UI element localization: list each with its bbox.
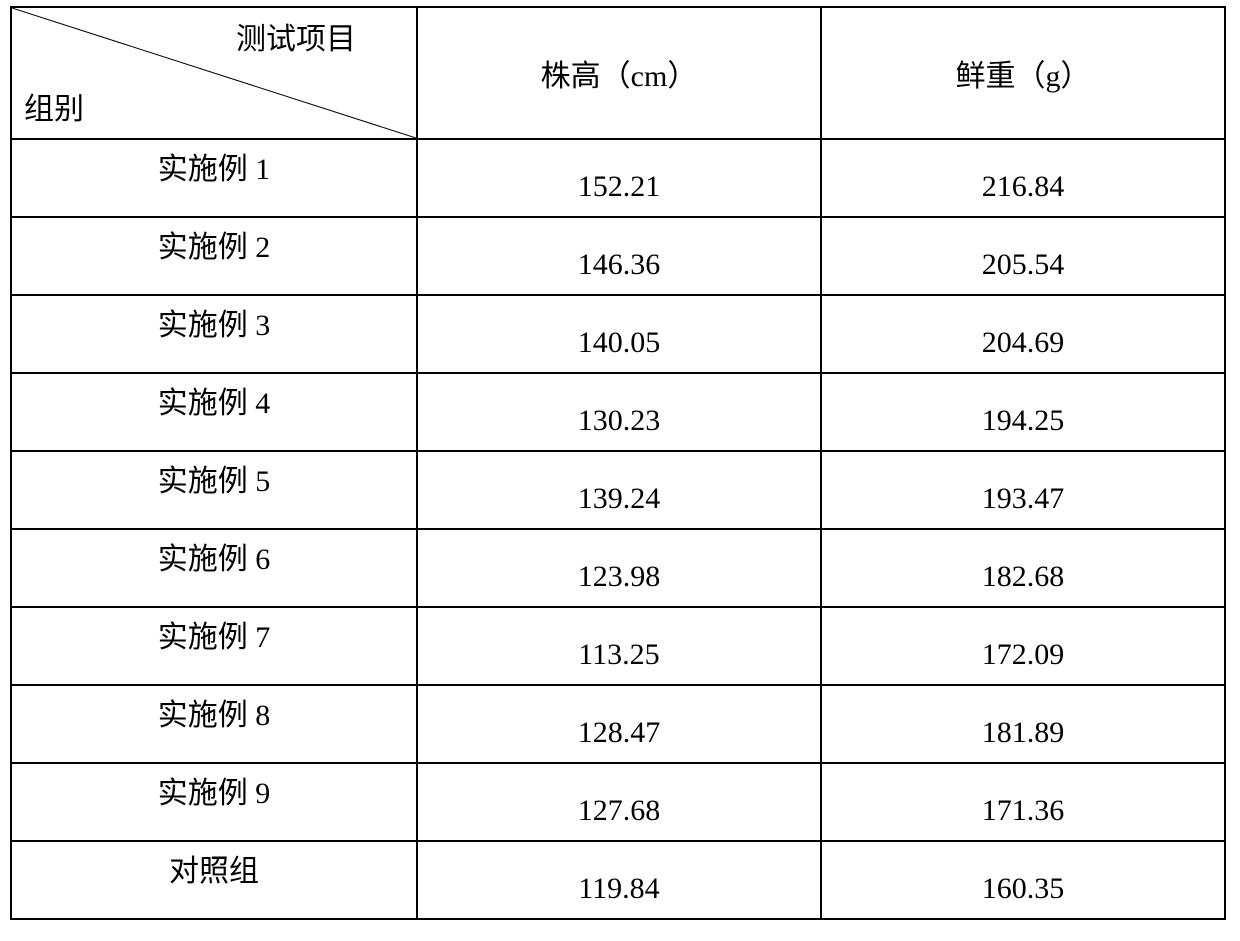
table-header-row: 测试项目 组别 株高（cm） 鲜重（g） [11, 7, 1225, 139]
table-row: 实施例 9 127.68 171.36 [11, 763, 1225, 841]
page: 测试项目 组别 株高（cm） 鲜重（g） 实施例 1 152.21 216.84… [0, 0, 1240, 941]
diagonal-header-cell: 测试项目 组别 [11, 7, 417, 139]
header-top-label: 测试项目 [236, 14, 356, 58]
value-cell: 194.25 [821, 373, 1225, 451]
value-cell: 181.89 [821, 685, 1225, 763]
value-cell: 139.24 [417, 451, 821, 529]
value-cell: 152.21 [417, 139, 821, 217]
value-cell: 160.35 [821, 841, 1225, 919]
value-cell: 204.69 [821, 295, 1225, 373]
value-cell: 130.23 [417, 373, 821, 451]
value-cell: 182.68 [821, 529, 1225, 607]
group-cell: 实施例 5 [11, 451, 417, 529]
column-header-height: 株高（cm） [417, 7, 821, 139]
group-cell: 对照组 [11, 841, 417, 919]
table-row: 实施例 4 130.23 194.25 [11, 373, 1225, 451]
group-cell: 实施例 6 [11, 529, 417, 607]
group-cell: 实施例 8 [11, 685, 417, 763]
value-cell: 216.84 [821, 139, 1225, 217]
value-cell: 146.36 [417, 217, 821, 295]
group-cell: 实施例 9 [11, 763, 417, 841]
table-row: 实施例 6 123.98 182.68 [11, 529, 1225, 607]
group-cell: 实施例 1 [11, 139, 417, 217]
value-cell: 171.36 [821, 763, 1225, 841]
group-cell: 实施例 3 [11, 295, 417, 373]
value-cell: 172.09 [821, 607, 1225, 685]
table-row: 实施例 5 139.24 193.47 [11, 451, 1225, 529]
value-cell: 128.47 [417, 685, 821, 763]
table-row: 实施例 8 128.47 181.89 [11, 685, 1225, 763]
table-row: 实施例 3 140.05 204.69 [11, 295, 1225, 373]
value-cell: 119.84 [417, 841, 821, 919]
table-row: 实施例 7 113.25 172.09 [11, 607, 1225, 685]
value-cell: 113.25 [417, 607, 821, 685]
group-cell: 实施例 7 [11, 607, 417, 685]
group-cell: 实施例 2 [11, 217, 417, 295]
header-bottom-label: 组别 [24, 84, 84, 128]
group-cell: 实施例 4 [11, 373, 417, 451]
value-cell: 123.98 [417, 529, 821, 607]
column-header-fresh-weight: 鲜重（g） [821, 7, 1225, 139]
value-cell: 140.05 [417, 295, 821, 373]
table-row: 对照组 119.84 160.35 [11, 841, 1225, 919]
table-row: 实施例 2 146.36 205.54 [11, 217, 1225, 295]
value-cell: 127.68 [417, 763, 821, 841]
value-cell: 193.47 [821, 451, 1225, 529]
table-row: 实施例 1 152.21 216.84 [11, 139, 1225, 217]
value-cell: 205.54 [821, 217, 1225, 295]
data-table: 测试项目 组别 株高（cm） 鲜重（g） 实施例 1 152.21 216.84… [10, 6, 1226, 920]
